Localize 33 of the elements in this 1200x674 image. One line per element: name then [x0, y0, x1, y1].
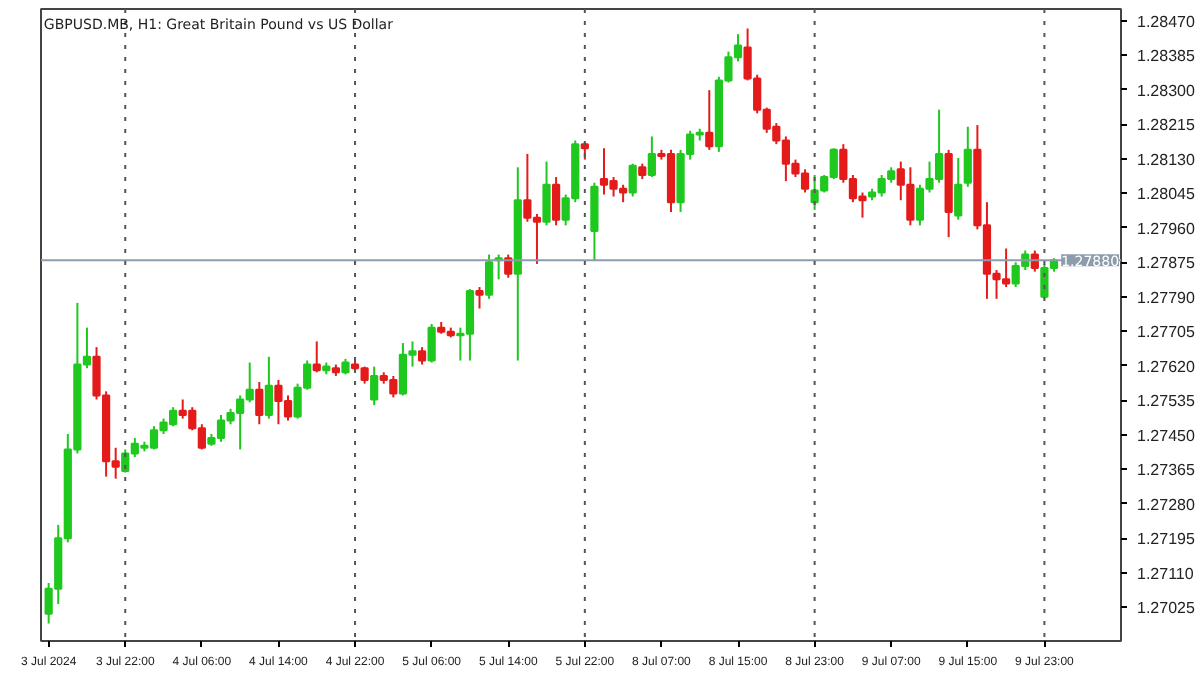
candlestick — [370, 365, 379, 407]
candlestick — [647, 135, 656, 179]
candlestick — [427, 322, 436, 364]
candlestick — [484, 253, 494, 300]
y-tick-label: 1.28385 — [1137, 47, 1196, 66]
y-tick-label: 1.27620 — [1137, 357, 1196, 376]
candlestick — [542, 160, 551, 227]
candlestick — [255, 381, 264, 426]
y-tick-label: 1.28470 — [1137, 12, 1196, 31]
y-tick-label: 1.27280 — [1137, 495, 1196, 514]
y-tick-label: 1.28215 — [1137, 116, 1196, 135]
y-tick-label: 1.27025 — [1137, 599, 1196, 618]
candlestick — [475, 286, 484, 310]
y-tick-label: 1.27790 — [1137, 288, 1196, 307]
y-tick-label: 1.28300 — [1137, 81, 1196, 100]
y-tick-label: 1.27195 — [1137, 530, 1196, 549]
candlestick — [551, 176, 561, 227]
y-tick-label: 1.27110 — [1137, 564, 1195, 583]
candlestick — [628, 162, 637, 198]
candlestick — [264, 355, 273, 420]
y-tick-label: 1.27960 — [1137, 219, 1196, 238]
candlestick — [963, 125, 972, 188]
candlestick — [954, 156, 963, 221]
y-tick-label: 1.27535 — [1137, 392, 1196, 411]
y-tick-label: 1.28045 — [1137, 185, 1196, 204]
candlestick — [705, 89, 714, 151]
y-tick-label: 1.27365 — [1137, 461, 1196, 480]
candlestick — [590, 181, 599, 262]
y-tick-label: 1.28130 — [1137, 150, 1196, 169]
y-tick-label: 1.27875 — [1137, 254, 1196, 273]
candlestick — [312, 340, 321, 374]
y-tick-label: 1.27705 — [1137, 323, 1196, 342]
y-tick-label: 1.27450 — [1137, 426, 1196, 445]
